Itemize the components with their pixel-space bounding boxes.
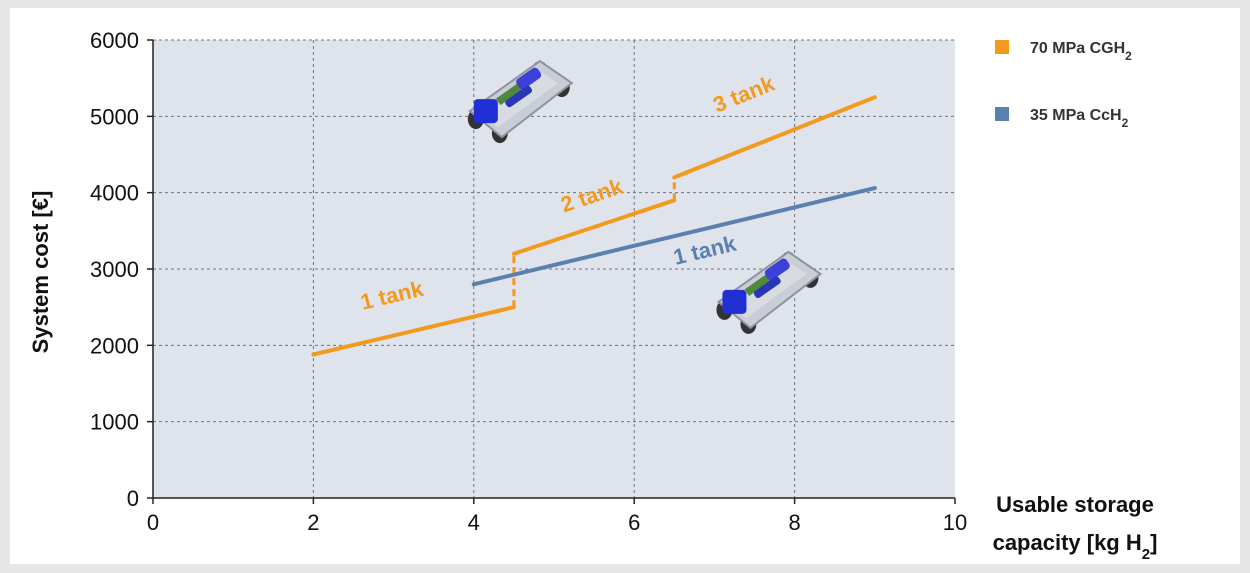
- series-0-segment-1: [511, 198, 677, 256]
- legend-swatch-70mpa: [995, 40, 1009, 54]
- x-axis-label-line2: capacity [kg H2]: [993, 530, 1158, 563]
- x-tick-label: 10: [943, 510, 967, 535]
- y-tick-label: 4000: [90, 181, 139, 206]
- x-axis-label-line1: Usable storage: [996, 492, 1154, 517]
- legend-label-70mpa: 70 MPa CGH2: [1030, 40, 1132, 63]
- legend-label-35mpa-sub: 2: [1122, 116, 1129, 130]
- x-axis-label-end: ]: [1150, 530, 1157, 555]
- x-tick-label: 8: [788, 510, 800, 535]
- y-tick-label: 0: [127, 486, 139, 511]
- x-axis-label-line2-main: capacity [kg H: [993, 530, 1142, 555]
- y-tick-labels: 0 1000 2000 3000 4000 5000 6000: [90, 28, 139, 511]
- axes: [147, 39, 956, 504]
- series-0-segment-2: [672, 95, 877, 180]
- series-lines: [311, 95, 877, 357]
- legend: 70 MPa CGH2 35 MPa CcH2: [995, 40, 1132, 130]
- x-tick-labels: 0 2 4 6 8 10: [147, 510, 967, 535]
- grid-lines: [153, 39, 955, 498]
- x-tick-label: 0: [147, 510, 159, 535]
- series-0-segment-0: [311, 305, 516, 357]
- y-tick-label: 6000: [90, 28, 139, 53]
- y-axis-label: System cost [€]: [28, 191, 53, 354]
- legend-swatch-35mpa: [995, 107, 1009, 121]
- y-tick-label: 3000: [90, 257, 139, 282]
- legend-label-35mpa-main: 35 MPa CcH: [1030, 107, 1122, 124]
- y-tick-label: 1000: [90, 410, 139, 435]
- legend-label-70mpa-sub: 2: [1125, 49, 1132, 63]
- y-tick-label: 5000: [90, 104, 139, 129]
- x-tick-label: 4: [468, 510, 480, 535]
- y-tick-label: 2000: [90, 333, 139, 358]
- legend-label-35mpa: 35 MPa CcH2: [1030, 107, 1129, 130]
- x-axis-label-sub: 2: [1142, 546, 1150, 563]
- x-tick-label: 6: [628, 510, 640, 535]
- legend-label-70mpa-main: 70 MPa CGH: [1030, 40, 1125, 57]
- x-tick-label: 2: [307, 510, 319, 535]
- series-1-segment-0: [471, 186, 877, 287]
